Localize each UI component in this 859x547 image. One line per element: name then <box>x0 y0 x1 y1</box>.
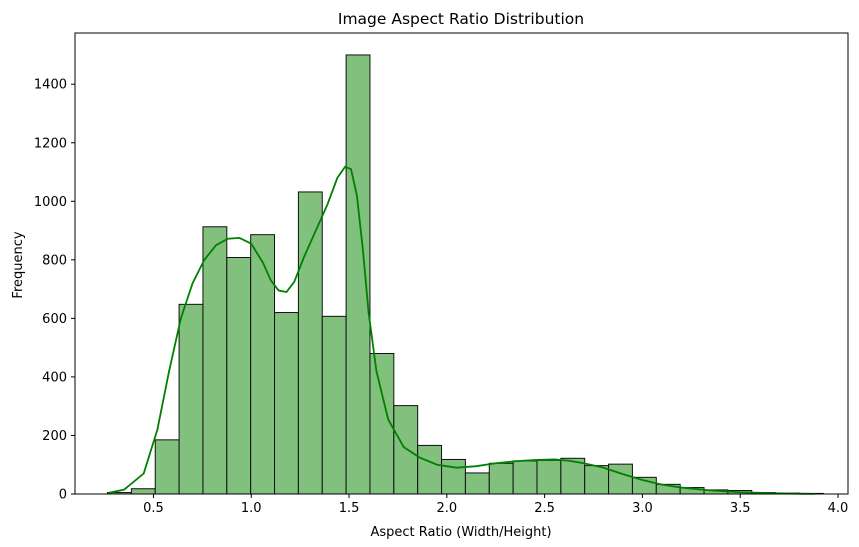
histogram-bar <box>321 315 347 495</box>
y-tick-label: 1400 <box>34 78 67 93</box>
chart-title: Image Aspect Ratio Distribution <box>338 10 584 28</box>
x-axis-ticks: 0.5 1.0 1.5 2.0 2.5 3.0 3.5 4.0 <box>143 494 848 516</box>
histogram-bar <box>154 439 180 495</box>
y-axis-ticks: 0 200 400 600 800 1000 1200 1400 <box>34 78 75 503</box>
y-tick-label: 600 <box>42 312 67 327</box>
histogram-bar <box>417 444 443 495</box>
histogram-bar <box>512 460 538 495</box>
histogram-bar <box>345 54 371 495</box>
y-tick-label: 1200 <box>34 136 67 151</box>
histogram-bar <box>130 488 156 495</box>
y-tick-label: 200 <box>42 429 67 444</box>
histogram-bar <box>536 459 562 495</box>
histogram-bar <box>608 463 633 495</box>
x-tick-label: 0.5 <box>143 501 164 516</box>
plot-area-frame <box>74 32 849 495</box>
histogram-bars <box>107 54 824 495</box>
histogram-bar <box>464 472 490 495</box>
x-tick-label: 4.0 <box>828 501 849 516</box>
histogram-bar <box>250 234 276 495</box>
y-tick-label: 0 <box>59 488 67 503</box>
x-tick-label: 3.0 <box>632 501 653 516</box>
x-tick-label: 3.5 <box>730 501 751 516</box>
histogram-bar <box>297 191 323 495</box>
histogram-bar <box>274 312 299 495</box>
x-tick-label: 1.5 <box>339 501 360 516</box>
histogram-bar <box>488 462 514 495</box>
y-tick-label: 400 <box>42 370 67 385</box>
y-axis-label: Frequency <box>11 231 26 298</box>
histogram-bar <box>441 458 466 495</box>
histogram-bar <box>202 226 228 495</box>
y-tick-label: 1000 <box>34 195 67 210</box>
x-tick-label: 2.0 <box>436 501 457 516</box>
histogram-bar <box>393 405 419 495</box>
kde-curve <box>108 165 815 495</box>
y-tick-label: 800 <box>42 253 67 268</box>
histogram-bar <box>178 303 204 495</box>
x-tick-label: 2.5 <box>534 501 555 516</box>
histogram-bar <box>226 257 252 495</box>
x-tick-label: 1.0 <box>241 501 262 516</box>
histogram-bar <box>584 465 610 495</box>
x-axis-label: Aspect Ratio (Width/Height) <box>370 525 551 540</box>
